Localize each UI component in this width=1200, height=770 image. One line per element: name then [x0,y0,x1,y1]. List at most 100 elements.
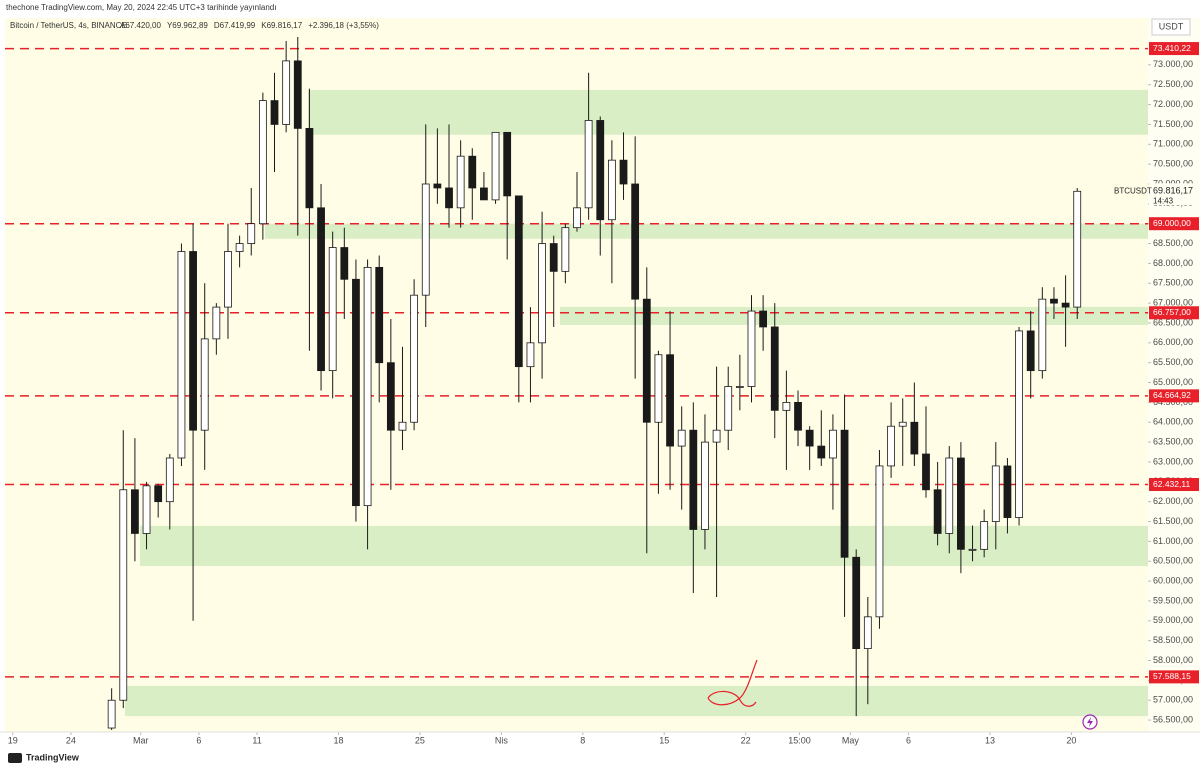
y-tick-label: 65.500,00 [1153,357,1193,367]
candle-body [119,489,128,701]
candle-body [328,247,337,372]
candle-body [1061,302,1070,308]
symbol: Bitcoin / TetherUS, 4s, BINANCE [10,21,127,30]
candle-body [619,159,628,185]
ohlc-value: D67.419,99 [214,21,256,30]
x-tick-label: 24 [66,735,76,745]
candle-body [433,183,442,189]
candle-body [410,294,419,423]
candle-body [805,429,814,447]
brand: TradingView [26,752,80,762]
candle-body [468,155,477,189]
candle-body [1015,330,1023,518]
candle-body [189,251,197,431]
candle-body [212,306,221,340]
zone [560,306,1148,325]
candle-body [317,207,325,372]
candle-body [538,243,546,344]
candle-body [968,548,977,551]
candle-body [131,489,139,534]
candle-body [386,362,395,431]
ohlc-value: K69.816,17 [261,21,302,30]
y-tick-label: 63.500,00 [1153,436,1193,446]
y-tick-label: 71.500,00 [1153,119,1193,129]
candle-body [1026,330,1035,372]
last-price: 69.816,17 [1153,186,1193,196]
candle-body [712,429,721,443]
candle-body [631,183,640,300]
last-symbol: BTCUSDT [1114,186,1152,195]
candle-body [363,266,372,507]
y-tick-label: 66.500,00 [1153,317,1193,327]
candle-body [898,421,907,427]
candle-body [724,386,733,431]
zone [265,223,1148,239]
candle-body [514,195,523,368]
candle-body [375,266,384,364]
brand-logo [8,753,22,763]
y-tick-label: 72.000,00 [1153,99,1193,109]
candle-body [340,247,349,280]
x-tick-label: 8 [580,735,585,745]
y-tick-label: 73.000,00 [1153,59,1193,69]
candle-body [480,187,488,201]
candle-body [689,429,698,530]
x-tick-label: 11 [252,735,261,745]
candle-body [759,310,768,328]
level-badge [1149,217,1199,231]
currency-box[interactable] [1151,18,1191,36]
y-tick-label: 65.000,00 [1153,377,1193,387]
candle-body [817,445,826,459]
x-tick-label: 15:00 [788,735,811,745]
candle-body [875,465,884,618]
last-price-badge [1149,183,1199,206]
candle-body [654,354,663,423]
currency[interactable]: USDT [1159,21,1184,31]
candle-body [526,342,535,368]
y-tick-label: 62.000,00 [1153,496,1193,506]
candle-body [863,616,872,650]
candle-body [852,556,861,650]
level-label: 66.757,00 [1153,307,1191,317]
y-tick-label: 61.000,00 [1153,536,1193,546]
x-tick-label: 18 [333,735,343,745]
level-label: 73.410,22 [1153,43,1191,53]
y-tick-label: 59.500,00 [1153,595,1193,605]
candle-body [596,120,605,221]
y-tick-label: 56.500,00 [1153,714,1193,724]
candle-body [957,457,965,550]
candle-body [235,243,244,252]
candle-body [1038,298,1047,372]
level-badge [1149,389,1199,403]
candle-body [1003,465,1012,518]
candle-body [887,425,895,467]
candle-body [224,251,232,308]
ohlc-value: +2.396,18 (+3,55%) [308,21,379,30]
y-tick-label: 61.500,00 [1153,516,1193,526]
candle-body [200,338,209,431]
candle-body [607,159,616,221]
x-tick-label: May [842,735,860,745]
x-tick-label: Nis [495,735,508,745]
x-tick-label: 25 [415,735,425,745]
y-tick-label: 57.000,00 [1153,695,1193,705]
candle-body [421,183,430,296]
candle-body [107,699,116,729]
x-tick-label: 6 [906,735,911,745]
candle-body [165,457,174,503]
level-label: 69.000,00 [1153,218,1191,228]
level-label: 62.432,11 [1153,479,1190,489]
header: thechone TradingView.com, May 20, 2024 2… [6,3,276,12]
candle-body [677,429,686,447]
candle-body [293,60,302,129]
candle-body [491,131,500,201]
x-tick-label: Mar [133,735,149,745]
candle-body [782,402,791,411]
candle-body [980,521,989,550]
x-tick-label: 6 [196,735,201,745]
candle-body [770,326,779,411]
candle-body [1050,298,1058,304]
candle-body [840,429,849,558]
